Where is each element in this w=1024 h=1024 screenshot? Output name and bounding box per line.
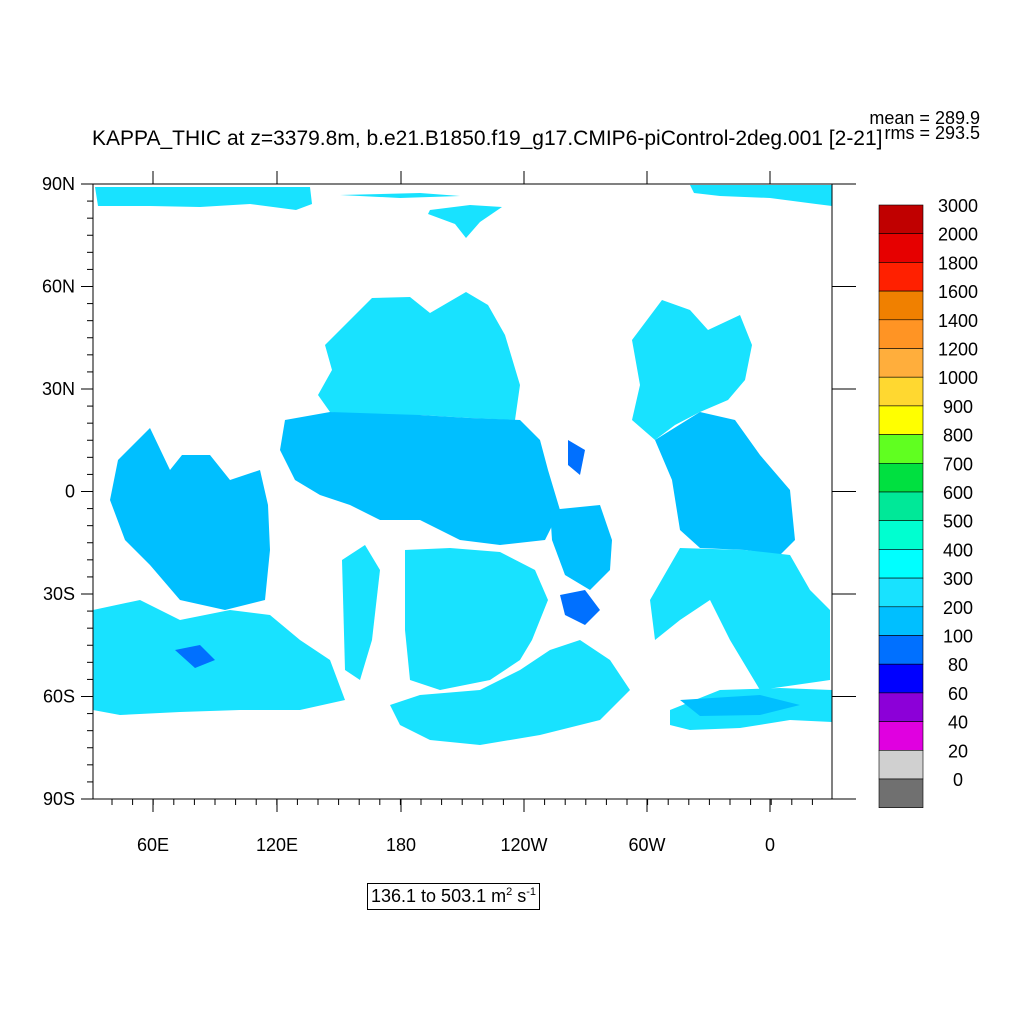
lat-label: 0 (65, 482, 75, 502)
ocean-southern-west (93, 600, 345, 715)
lat-label: 30N (42, 379, 75, 399)
rms-stat: rms = 293.5 (884, 123, 980, 143)
range-mid: s (512, 886, 527, 906)
colorbar-swatch (878, 376, 924, 407)
lon-label: 60W (628, 835, 665, 855)
colorbar-label: 700 (943, 454, 973, 474)
ocean-south-atlantic (650, 548, 830, 690)
longitude-labels: 60E 120E 180 120W 60W 0 (137, 835, 775, 855)
colorbar-label: 1600 (938, 282, 978, 302)
colorbar-label: 1800 (938, 253, 978, 273)
colorbar-label: 500 (943, 512, 973, 532)
ocean-caribbean (550, 505, 612, 590)
ocean-tasman (342, 545, 380, 680)
range-sup-2: -1 (526, 886, 537, 898)
colorbar-label: 1400 (938, 311, 978, 331)
lon-label: 180 (386, 835, 416, 855)
range-sup-1: 2 (506, 886, 513, 898)
ocean-equatorial-atlantic (655, 412, 795, 555)
colorbar-swatch (878, 348, 924, 378)
colorbar-swatch (878, 405, 924, 435)
ocean-south-pacific (405, 548, 548, 690)
axis-ticks (81, 171, 856, 812)
colorbar-swatch (878, 577, 924, 608)
lon-label: 0 (765, 835, 775, 855)
colorbar-swatch (878, 692, 924, 722)
colorbar-swatch (878, 663, 924, 694)
colorbar-swatch (878, 262, 924, 292)
lat-label: 60N (42, 277, 75, 297)
colorbar-swatch (878, 606, 924, 636)
colorbar-swatch (878, 434, 924, 464)
colorbar-swatch (878, 721, 924, 751)
colorbar-label: 2000 (938, 225, 978, 245)
colorbar-swatch (878, 290, 924, 321)
colorbar-swatch (878, 778, 924, 809)
ocean-arctic-strip (340, 193, 460, 198)
lon-label: 120E (256, 835, 298, 855)
colorbar-label: 600 (943, 483, 973, 503)
colorbar-label: 40 (948, 713, 968, 733)
lat-label: 90N (42, 174, 75, 194)
latitude-labels: 90N 60N 30N 0 30S 60S 90S (42, 174, 75, 809)
colorbar-label: 100 (943, 627, 973, 647)
colorbar-swatch (878, 462, 924, 493)
ocean-central-pacific (280, 412, 560, 545)
colorbar-swatch (878, 635, 924, 665)
colorbar-label: 200 (943, 598, 973, 618)
colorbar-label: 800 (943, 426, 973, 446)
range-box: 136.1 to 503.1 m2 s-1 (367, 883, 541, 910)
lat-label: 30S (43, 584, 75, 604)
colorbar-swatch (878, 549, 924, 579)
ocean-north-atlantic (632, 300, 752, 440)
ocean-arctic-mid (428, 205, 502, 238)
lon-label: 60E (137, 835, 169, 855)
colorbar-label: 80 (948, 655, 968, 675)
range-text: 136.1 to 503.1 m (371, 886, 507, 906)
lon-label: 120W (500, 835, 547, 855)
colorbar-swatch (878, 204, 924, 235)
ocean-patch-200-ant (680, 695, 800, 716)
colorbar-label: 60 (948, 684, 968, 704)
colorbar: 3000200018001600140012001000900800700600… (878, 196, 978, 809)
ocean-arctic-west (95, 187, 312, 210)
stats-box: mean = 289.9 rms = 293.5 (869, 108, 980, 143)
ocean-patch-100-b (175, 645, 215, 668)
colorbar-label: 1200 (938, 340, 978, 360)
lat-label: 60S (43, 687, 75, 707)
colorbar-swatch (878, 491, 924, 522)
colorbar-swatch (878, 520, 924, 550)
colorbar-label: 300 (943, 569, 973, 589)
colorbar-label: 20 (948, 741, 968, 761)
plot-title: KAPPA_THIC at z=3379.8m, b.e21.B1850.f19… (92, 127, 883, 150)
mean-stat: mean = 289.9 (869, 108, 980, 128)
lat-label: 90S (43, 789, 75, 809)
ocean-southern-central (390, 640, 630, 745)
ocean-patch-100-a (560, 590, 600, 625)
colorbar-swatch (878, 749, 924, 780)
colorbar-label: 0 (953, 770, 963, 790)
ocean-patch-100-c (568, 440, 585, 475)
ocean-field (93, 185, 832, 745)
colorbar-label: 3000 (938, 196, 978, 216)
colorbar-swatch (878, 319, 924, 349)
ocean-arctic-east (690, 185, 832, 206)
ocean-north-pacific (318, 292, 520, 420)
colorbar-swatch (878, 233, 924, 263)
colorbar-label: 400 (943, 540, 973, 560)
colorbar-label: 1000 (938, 368, 978, 388)
colorbar-label: 900 (943, 397, 973, 417)
ocean-indian (110, 428, 270, 610)
